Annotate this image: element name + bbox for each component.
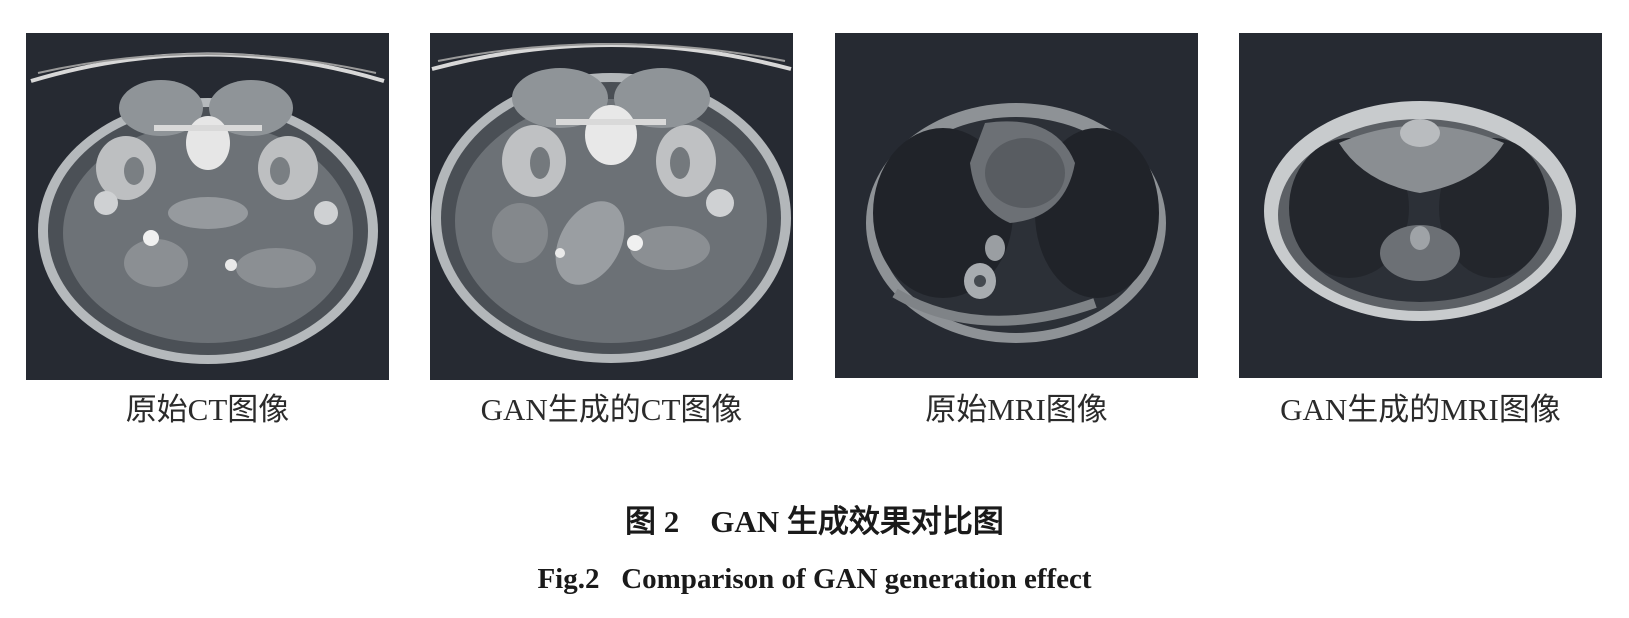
panel-original-mri: 原始MRI图像 [835,33,1198,378]
panel-original-ct: 原始CT图像 [26,33,389,380]
gan-ct-image [430,33,793,380]
original-mri-image [835,33,1198,378]
panel-gan-mri: GAN生成的MRI图像 [1239,33,1602,378]
figure-title-en: Fig.2 Comparison of GAN generation effec… [0,560,1629,598]
caption-gan-ct: GAN生成的CT图像 [430,390,793,430]
panel-gan-ct: GAN生成的CT图像 [430,33,793,380]
caption-original-ct: 原始CT图像 [26,390,389,430]
caption-original-mri: 原始MRI图像 [835,390,1198,430]
figure-title-cn: 图 2 GAN 生成效果对比图 [0,502,1629,542]
caption-gan-mri: GAN生成的MRI图像 [1239,390,1602,430]
original-ct-image [26,33,389,380]
gan-mri-image [1239,33,1602,378]
